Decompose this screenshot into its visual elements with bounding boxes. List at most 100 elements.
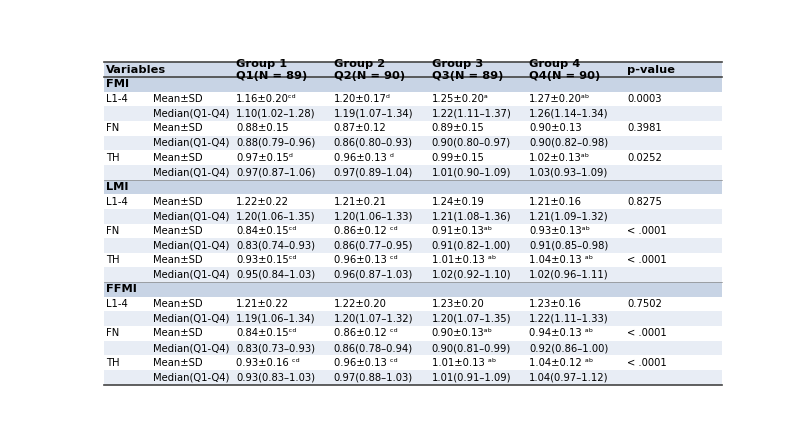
Bar [331, 194, 429, 209]
Bar [104, 297, 150, 311]
Text: 0.96±0.13 ᵈ: 0.96±0.13 ᵈ [333, 153, 393, 163]
Bar [331, 282, 429, 297]
Text: 0.90±0.13ᵃᵇ: 0.90±0.13ᵃᵇ [431, 328, 492, 338]
Text: 1.04±0.13 ᵃᵇ: 1.04±0.13 ᵃᵇ [528, 255, 593, 265]
Bar [233, 62, 331, 77]
Bar [233, 150, 331, 165]
Bar [624, 253, 721, 267]
Bar [331, 238, 429, 253]
Bar [526, 92, 624, 106]
Bar [233, 238, 331, 253]
Text: < .0001: < .0001 [626, 226, 666, 236]
Text: 1.20(1.06–1.35): 1.20(1.06–1.35) [236, 211, 315, 221]
Text: TH: TH [106, 153, 120, 163]
Bar [233, 165, 331, 180]
Text: p-value: p-value [626, 65, 675, 75]
Text: FN: FN [106, 328, 119, 338]
Bar [331, 355, 429, 370]
Bar [104, 165, 150, 180]
Bar [331, 370, 429, 385]
Text: 0.86(0.80–0.93): 0.86(0.80–0.93) [333, 138, 412, 148]
Bar [331, 62, 429, 77]
Text: Group 1
Q1(N = 89): Group 1 Q1(N = 89) [236, 59, 307, 81]
Bar [526, 311, 624, 326]
Bar [150, 165, 233, 180]
Bar [624, 165, 721, 180]
Bar [233, 224, 331, 238]
Bar [526, 297, 624, 311]
Text: 0.86(0.77–0.95): 0.86(0.77–0.95) [333, 241, 413, 251]
Text: 1.01±0.13 ᵃᵇ: 1.01±0.13 ᵃᵇ [431, 358, 495, 368]
Bar [624, 62, 721, 77]
Text: 0.96±0.13 ᶜᵈ: 0.96±0.13 ᶜᵈ [333, 358, 397, 368]
Bar [429, 282, 526, 297]
Text: Group 4
Q4(N = 90): Group 4 Q4(N = 90) [528, 59, 600, 81]
Bar [150, 253, 233, 267]
Text: Mean±SD: Mean±SD [153, 123, 202, 133]
Bar [233, 180, 331, 194]
Bar [104, 355, 150, 370]
Bar [526, 282, 624, 297]
Bar [624, 150, 721, 165]
Text: 0.93±0.13ᵃᵇ: 0.93±0.13ᵃᵇ [528, 226, 589, 236]
Bar [429, 370, 526, 385]
Bar [429, 238, 526, 253]
Bar [526, 238, 624, 253]
Text: 0.86(0.78–0.94): 0.86(0.78–0.94) [333, 343, 413, 353]
Text: Median(Q1-Q4): Median(Q1-Q4) [153, 314, 229, 324]
Bar [150, 370, 233, 385]
Text: 0.86±0.12 ᶜᵈ: 0.86±0.12 ᶜᵈ [333, 226, 397, 236]
Bar [429, 224, 526, 238]
Text: Mean±SD: Mean±SD [153, 358, 202, 368]
Bar [331, 209, 429, 224]
Text: Mean±SD: Mean±SD [153, 226, 202, 236]
Bar [526, 62, 624, 77]
Text: 0.95(0.84–1.03): 0.95(0.84–1.03) [236, 270, 315, 280]
Text: 0.83(0.73–0.93): 0.83(0.73–0.93) [236, 343, 315, 353]
Text: Mean±SD: Mean±SD [153, 255, 202, 265]
Bar [331, 180, 429, 194]
Text: 0.91(0.82–1.00): 0.91(0.82–1.00) [431, 241, 510, 251]
Text: < .0001: < .0001 [626, 328, 666, 338]
Bar [104, 106, 150, 121]
Bar [150, 62, 233, 77]
Text: 0.93(0.83–1.03): 0.93(0.83–1.03) [236, 372, 315, 382]
Text: 1.21(1.09–1.32): 1.21(1.09–1.32) [528, 211, 608, 221]
Bar [526, 326, 624, 341]
Bar [429, 209, 526, 224]
Bar [150, 77, 233, 92]
Bar [104, 92, 150, 106]
Text: Median(Q1-Q4): Median(Q1-Q4) [153, 167, 229, 177]
Text: 0.0003: 0.0003 [626, 94, 661, 104]
Text: Mean±SD: Mean±SD [153, 153, 202, 163]
Text: 1.20(1.06–1.33): 1.20(1.06–1.33) [333, 211, 413, 221]
Text: 0.91±0.13ᵃᵇ: 0.91±0.13ᵃᵇ [431, 226, 492, 236]
Bar [233, 282, 331, 297]
Text: Variables: Variables [106, 65, 166, 75]
Bar [429, 121, 526, 136]
Bar [526, 341, 624, 355]
Bar [331, 326, 429, 341]
Text: 1.21±0.21: 1.21±0.21 [333, 197, 386, 207]
Text: Median(Q1-Q4): Median(Q1-Q4) [153, 109, 229, 119]
Bar [526, 77, 624, 92]
Bar [526, 106, 624, 121]
Text: < .0001: < .0001 [626, 255, 666, 265]
Text: Median(Q1-Q4): Median(Q1-Q4) [153, 211, 229, 221]
Bar [104, 150, 150, 165]
Text: Mean±SD: Mean±SD [153, 328, 202, 338]
Bar [233, 121, 331, 136]
Bar [104, 253, 150, 267]
Text: 0.97(0.87–1.06): 0.97(0.87–1.06) [236, 167, 315, 177]
Text: < .0001: < .0001 [626, 358, 666, 368]
Text: 0.83(0.74–0.93): 0.83(0.74–0.93) [236, 241, 315, 251]
Text: Group 2
Q2(N = 90): Group 2 Q2(N = 90) [333, 59, 405, 81]
Text: 1.19(1.06–1.34): 1.19(1.06–1.34) [236, 314, 315, 324]
Text: Mean±SD: Mean±SD [153, 197, 202, 207]
Bar [233, 297, 331, 311]
Bar [429, 136, 526, 150]
Bar [526, 224, 624, 238]
Bar [429, 326, 526, 341]
Bar [104, 77, 150, 92]
Bar [150, 121, 233, 136]
